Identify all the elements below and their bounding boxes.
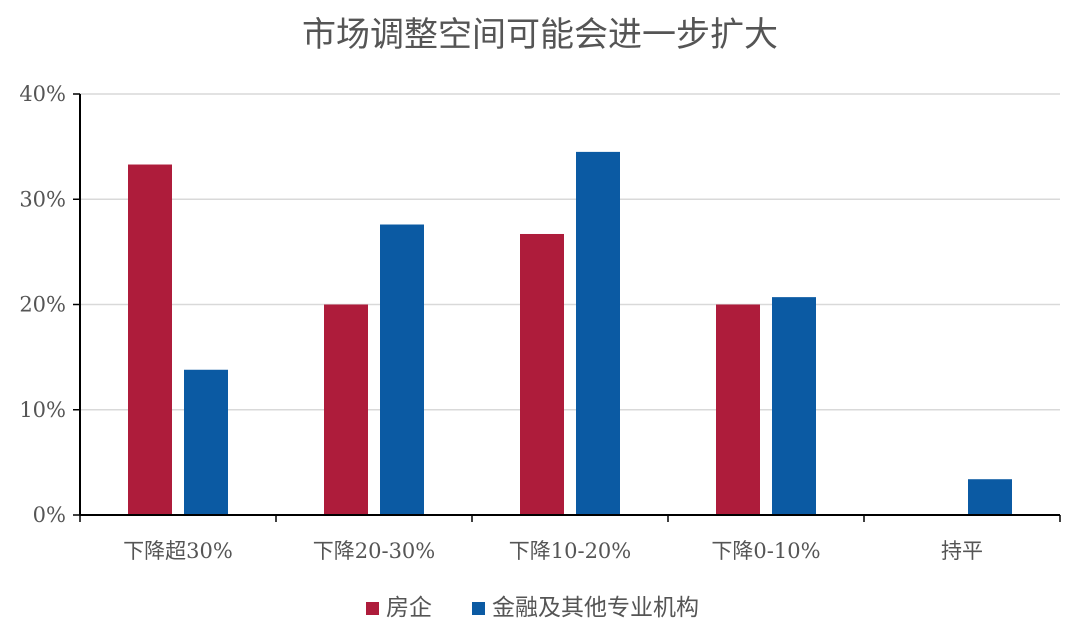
chart-title: 市场调整空间可能会进一步扩大 [302, 15, 778, 55]
bars [128, 151, 1012, 516]
y-tick-label: 30% [19, 187, 66, 211]
bar-series1 [324, 304, 368, 515]
x-axis-ticks: 下降超30% 下降20-30% 下降10-20% 下降0-10% 持平 [79, 515, 1061, 563]
bar-series1 [128, 164, 172, 515]
y-axis-ticks: 0% 10% 20% 30% 40% [19, 82, 80, 527]
bar-series2 [380, 224, 424, 515]
y-tick-label: 40% [19, 82, 66, 106]
y-tick-label: 0% [33, 503, 66, 527]
x-tick-label: 下降超30% [123, 539, 233, 563]
bar-series2 [968, 479, 1012, 515]
x-tick-label: 持平 [941, 539, 983, 563]
legend-label: 金融及其他专业机构 [492, 595, 699, 621]
bar-series2 [772, 297, 816, 515]
gridlines [80, 93, 1060, 411]
x-tick-label: 下降0-10% [711, 539, 820, 563]
bar-series1 [716, 304, 760, 515]
legend: 房企 金融及其他专业机构 [366, 595, 699, 621]
bar-series1 [520, 233, 564, 516]
legend-swatch [472, 602, 485, 615]
bar-series2 [576, 151, 620, 515]
x-tick-label: 下降10-20% [509, 539, 632, 563]
legend-swatch [366, 602, 379, 615]
y-tick-label: 20% [19, 293, 66, 317]
y-tick-label: 10% [19, 398, 66, 422]
x-tick-label: 下降20-30% [313, 539, 436, 563]
bar-series2 [184, 369, 228, 515]
legend-label: 房企 [386, 595, 432, 621]
